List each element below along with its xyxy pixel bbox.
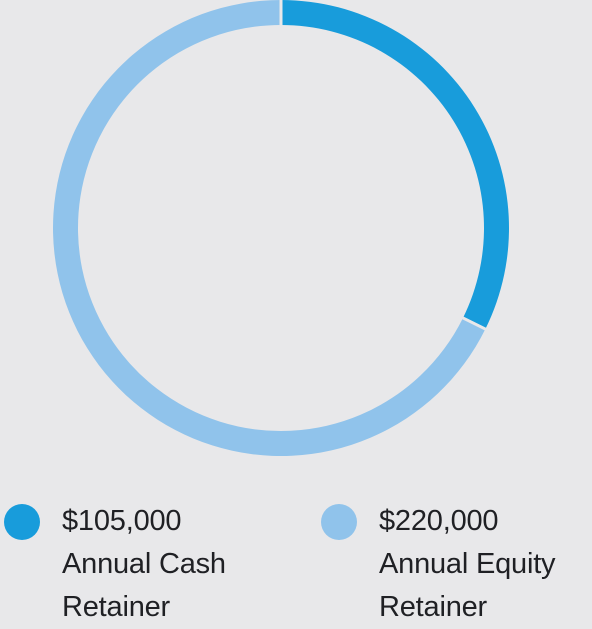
slice-separator [460,315,488,332]
legend-swatch-cash [4,504,40,540]
legend-line1-equity: Annual Equity [379,548,556,580]
legend-amount-cash: $105,000 [62,505,182,537]
donut-chart [52,0,509,456]
legend-swatch-equity [321,504,357,540]
legend-line1-cash: Annual Cash [62,548,226,580]
legend-label-cash: $105,000 Annual Cash Retainer [62,500,226,629]
legend-line2-cash: Retainer [62,591,171,623]
legend-line2-equity: Retainer [379,591,488,623]
legend-amount-equity: $220,000 [379,505,499,537]
donut-slice-cash [281,0,509,330]
legend-label-equity: $220,000 Annual Equity Retainer [379,500,556,629]
